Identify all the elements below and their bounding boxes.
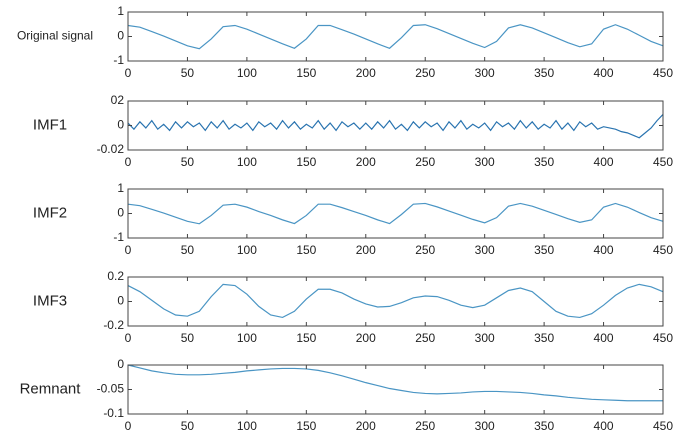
x-tick-label: 300 [475,331,495,345]
x-tick-label: 250 [415,331,435,345]
plot-area [128,12,663,61]
x-tick-label: 350 [534,243,554,257]
y-axis-label: Original signal [17,29,93,43]
subplot: 0 50 100 150 200 250 300 350 400 450 -0.1 -0.05 0 Rem… [20,357,674,433]
x-tick-label: 450 [653,419,673,433]
x-tick-label: 450 [653,155,673,169]
y-tick-label: -1 [113,230,124,244]
plot-area [128,189,663,238]
x-tick-label: 50 [181,243,195,257]
y-axis-label: IMF1 [33,116,67,133]
x-tick-label: 350 [534,155,554,169]
subplot: 0 50 100 150 200 250 300 350 400 450-101Original … [17,4,673,80]
y-axis-label: Remnant [20,380,82,397]
x-tick-label: 250 [415,66,435,80]
signal-line [127,364,663,402]
x-tick-label: 300 [475,66,495,80]
x-tick-label: 0 [125,331,132,345]
x-tick-label: 50 [181,419,195,433]
x-tick-label: 200 [356,331,376,345]
signal-line [127,202,664,225]
x-tick-label: 400 [594,155,614,169]
x-tick-label: 400 [594,66,614,80]
x-tick-label: 250 [415,419,435,433]
x-tick-label: 0 [125,243,132,257]
x-tick-label: 150 [296,155,316,169]
x-tick-label: 350 [534,66,554,80]
y-tick-label: 0 [117,118,124,132]
x-tick-label: 100 [237,155,257,169]
x-tick-label: 450 [653,331,673,345]
y-tick-label: 0 [117,29,124,43]
y-tick-label: -0.2 [103,318,124,332]
x-tick-label: 100 [237,66,257,80]
y-tick-label: 0.2 [107,269,124,283]
x-tick-label: 150 [296,66,316,80]
x-tick-label: 150 [296,331,316,345]
x-tick-label: 50 [181,66,195,80]
x-tick-label: 250 [415,155,435,169]
y-tick-label: 02 [111,93,125,107]
x-tick-label: 100 [237,243,257,257]
x-tick-label: 150 [296,419,316,433]
y-axis-label: IMF3 [33,292,67,309]
x-tick-label: 450 [653,243,673,257]
x-tick-label: 300 [475,155,495,169]
x-tick-label: 250 [415,243,435,257]
x-tick-label: 200 [356,419,376,433]
x-tick-label: 400 [594,331,614,345]
x-tick-label: 200 [356,243,376,257]
plot-area [128,277,663,326]
signal-line [127,283,664,319]
x-tick-label: 50 [181,155,195,169]
x-tick-label: 300 [475,243,495,257]
x-tick-label: 0 [125,66,132,80]
x-tick-label: 0 [125,155,132,169]
x-tick-label: 400 [594,243,614,257]
x-tick-label: 100 [237,331,257,345]
x-tick-label: 450 [653,66,673,80]
y-tick-label: -0.1 [103,406,124,420]
y-tick-label: 1 [117,181,124,195]
y-tick-label: -0.05 [97,382,125,396]
x-tick-label: 0 [125,419,132,433]
plot-area [128,101,663,150]
y-tick-label: 1 [117,4,124,18]
x-tick-label: 200 [356,155,376,169]
y-tick-label: -0.02 [97,142,125,156]
y-tick-label: -1 [113,53,124,67]
signal-line [127,114,664,139]
x-tick-label: 150 [296,243,316,257]
y-tick-label: 0 [117,357,124,371]
x-tick-label: 350 [534,419,554,433]
x-tick-label: 300 [475,419,495,433]
y-axis-label: IMF2 [33,204,67,221]
x-tick-label: 350 [534,331,554,345]
x-tick-label: 100 [237,419,257,433]
x-tick-label: 400 [594,419,614,433]
y-tick-label: 0 [117,206,124,220]
signal-line [127,24,664,50]
x-tick-label: 50 [181,331,195,345]
x-tick-label: 200 [356,66,376,80]
y-tick-label: 0 [117,294,124,308]
